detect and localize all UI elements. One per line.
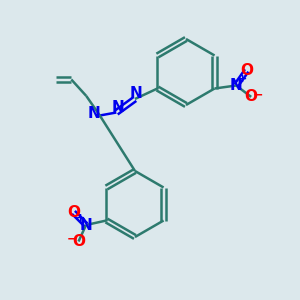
Text: N: N xyxy=(80,218,92,232)
Text: O: O xyxy=(240,63,253,78)
Text: N: N xyxy=(111,100,124,115)
Text: −: − xyxy=(67,232,77,246)
Text: −: − xyxy=(253,88,263,101)
Text: N: N xyxy=(130,86,143,101)
Text: O: O xyxy=(245,89,258,104)
Text: +: + xyxy=(75,213,85,224)
Text: O: O xyxy=(72,234,85,249)
Text: N: N xyxy=(230,78,243,93)
Text: N: N xyxy=(88,106,101,122)
Text: +: + xyxy=(238,74,247,84)
Text: O: O xyxy=(67,205,80,220)
